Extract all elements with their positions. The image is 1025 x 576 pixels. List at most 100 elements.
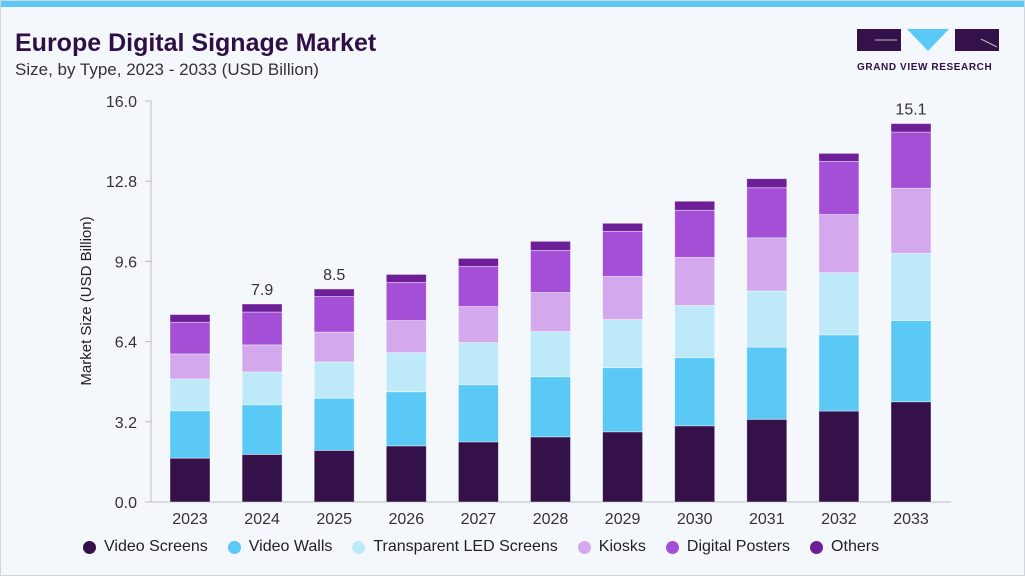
bar-segment-digital-posters-2028 xyxy=(530,249,571,293)
legend-item: Transparent LED Screens xyxy=(352,538,558,556)
legend-item: Video Walls xyxy=(227,538,333,556)
bar-segment-others-2025 xyxy=(313,288,355,297)
bar-segment-kiosks-2026 xyxy=(385,320,427,354)
data-label-2033: 15.1 xyxy=(895,102,926,119)
bar-segment-others-2026 xyxy=(385,274,427,283)
bar-segment-video-walls-2032 xyxy=(818,334,860,412)
bar-segment-kiosks-2033 xyxy=(890,187,932,254)
bar-segment-video-screens-2025 xyxy=(313,449,355,503)
bar-segment-transparent-led-screens-2032 xyxy=(818,272,860,336)
data-label-2024: 7.9 xyxy=(251,282,273,299)
bar-segment-digital-posters-2025 xyxy=(313,296,355,333)
bar-segment-video-screens-2032 xyxy=(818,410,860,503)
bar-segment-kiosks-2025 xyxy=(313,331,355,363)
legend-item: Others xyxy=(810,538,879,556)
bar-segment-transparent-led-screens-2025 xyxy=(313,361,355,399)
bar-segment-video-walls-2023 xyxy=(169,410,211,459)
bar-segment-video-walls-2033 xyxy=(890,320,932,403)
x-tick-label: 2025 xyxy=(316,511,352,528)
bar-segment-digital-posters-2030 xyxy=(674,209,716,258)
bar-segment-digital-posters-2024 xyxy=(241,311,283,346)
legend-label: Video Screens xyxy=(104,538,208,555)
x-tick-label: 2026 xyxy=(389,511,425,528)
chart-subtitle: Size, by Type, 2023 - 2033 (USD Billion) xyxy=(15,60,319,79)
x-tick-label: 2030 xyxy=(677,511,713,528)
legend-label: Kiosks xyxy=(598,538,646,555)
legend-swatch-icon xyxy=(83,540,96,554)
bar-segment-digital-posters-2031 xyxy=(746,187,788,239)
bar-segment-kiosks-2031 xyxy=(746,237,788,292)
x-tick-label: 2028 xyxy=(533,511,569,528)
bar-segment-kiosks-2029 xyxy=(602,276,643,320)
chart-title: Europe Digital Signage Market xyxy=(15,29,377,57)
bar-segment-others-2033 xyxy=(890,123,932,133)
bar-segment-transparent-led-screens-2031 xyxy=(746,290,788,348)
x-tick-label: 2031 xyxy=(749,511,785,528)
bar-segment-digital-posters-2027 xyxy=(457,266,499,307)
bar-segment-video-screens-2023 xyxy=(169,457,211,503)
bar-segment-transparent-led-screens-2029 xyxy=(602,319,643,369)
x-tick-label: 2033 xyxy=(893,511,929,528)
legend: Video Screens Video Walls Transparent LED … xyxy=(83,538,879,556)
bar-segment-kiosks-2024 xyxy=(241,344,283,373)
bar-segment-others-2028 xyxy=(530,240,571,251)
legend-label: Others xyxy=(831,538,880,555)
x-tick-label: 2024 xyxy=(244,511,280,528)
bar-segment-transparent-led-screens-2024 xyxy=(241,371,283,406)
x-tick-label: 2027 xyxy=(461,511,497,528)
bar-segment-others-2029 xyxy=(602,222,643,232)
bar-segment-digital-posters-2023 xyxy=(169,321,211,355)
bar-segment-video-screens-2033 xyxy=(890,401,932,503)
logo-text: GRAND VIEW RESEARCH xyxy=(857,62,993,73)
bar-segment-transparent-led-screens-2033 xyxy=(890,252,932,321)
y-axis-title: Market Size (USD Billion) xyxy=(78,216,95,385)
gvr-logo-icon xyxy=(857,29,999,51)
grand-view-research-logo: GRAND VIEW RESEARCH xyxy=(857,29,999,73)
bar-segment-digital-posters-2029 xyxy=(602,230,643,277)
bar-segment-transparent-led-screens-2030 xyxy=(674,305,716,359)
bar-segment-video-walls-2025 xyxy=(313,397,355,451)
bar-segment-others-2031 xyxy=(746,178,788,189)
y-tick-label: 0.0 xyxy=(115,495,137,512)
y-tick-label: 16.0 xyxy=(106,94,137,111)
legend-item: Kiosks xyxy=(577,538,646,556)
legend-item: Digital Posters xyxy=(665,538,791,556)
data-label-2025: 8.5 xyxy=(323,267,345,284)
bar-segment-transparent-led-screens-2027 xyxy=(457,342,499,386)
bar-segment-video-walls-2026 xyxy=(385,391,427,447)
x-tick-label: 2032 xyxy=(821,511,857,528)
bar-segment-video-walls-2028 xyxy=(530,376,571,438)
y-tick-label: 3.2 xyxy=(115,415,137,432)
legend-item: Video Screens xyxy=(83,538,208,556)
bar-segment-kiosks-2032 xyxy=(818,214,860,274)
bar-segment-video-walls-2030 xyxy=(674,357,716,427)
bar-segment-transparent-led-screens-2026 xyxy=(385,352,427,393)
bar-segment-video-screens-2026 xyxy=(385,445,427,503)
bar-segment-video-walls-2027 xyxy=(457,384,499,443)
legend-swatch-icon xyxy=(352,540,366,554)
bar-segment-video-screens-2024 xyxy=(241,453,283,503)
bar-segment-kiosks-2023 xyxy=(169,353,211,380)
y-tick-label: 6.4 xyxy=(115,335,137,352)
bar-segment-video-screens-2031 xyxy=(746,418,788,503)
bar-segment-transparent-led-screens-2023 xyxy=(169,378,211,412)
legend-label: Video Walls xyxy=(248,538,333,555)
bar-segment-others-2027 xyxy=(457,257,499,267)
bar-segment-digital-posters-2026 xyxy=(385,282,427,321)
legend-label: Digital Posters xyxy=(686,538,791,555)
bar-segment-video-screens-2029 xyxy=(602,431,643,503)
accent-bar xyxy=(1,1,1024,7)
bar-segment-video-walls-2024 xyxy=(241,404,283,455)
bar-segment-others-2024 xyxy=(241,303,283,313)
bar-segment-kiosks-2027 xyxy=(457,306,499,344)
bar-segment-others-2030 xyxy=(674,200,716,211)
bar-segment-others-2023 xyxy=(169,314,211,323)
legend-label: Transparent LED Screens xyxy=(373,538,558,555)
bar-segment-kiosks-2030 xyxy=(674,256,716,306)
bar-segment-video-walls-2029 xyxy=(602,367,643,433)
x-tick-label: 2023 xyxy=(172,511,208,528)
bar-segment-others-2032 xyxy=(818,152,860,162)
bar-segment-digital-posters-2033 xyxy=(890,131,932,189)
